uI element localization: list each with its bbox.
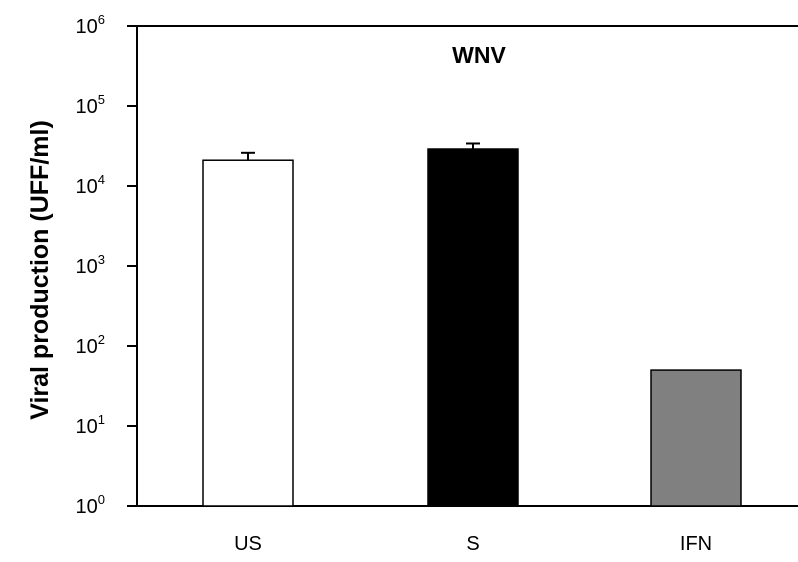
y-tick-label: 104 xyxy=(76,172,105,198)
y-axis-label: Viral production (UFF/ml) xyxy=(26,120,54,420)
bar-ifn xyxy=(650,369,742,507)
x-tick-labels: US S IFN xyxy=(234,533,712,555)
y-tick-labels: 100 101 102 103 104 105 106 xyxy=(76,12,105,518)
bar-us xyxy=(202,159,294,507)
error-bars-group xyxy=(241,142,480,161)
y-tick-label: 101 xyxy=(76,412,105,438)
x-tick-label: US xyxy=(234,533,262,555)
y-tick-label: 102 xyxy=(76,332,105,358)
x-tick-label: IFN xyxy=(680,533,712,555)
chart-title: WNV xyxy=(452,42,506,68)
bars-group xyxy=(202,148,742,507)
y-tick-label: 105 xyxy=(76,92,105,118)
bar-s xyxy=(427,148,519,507)
y-tick-label: 100 xyxy=(76,492,105,518)
y-tick-label: 103 xyxy=(76,252,105,278)
y-tick-label: 106 xyxy=(76,12,105,38)
x-tick-label: S xyxy=(466,533,479,555)
